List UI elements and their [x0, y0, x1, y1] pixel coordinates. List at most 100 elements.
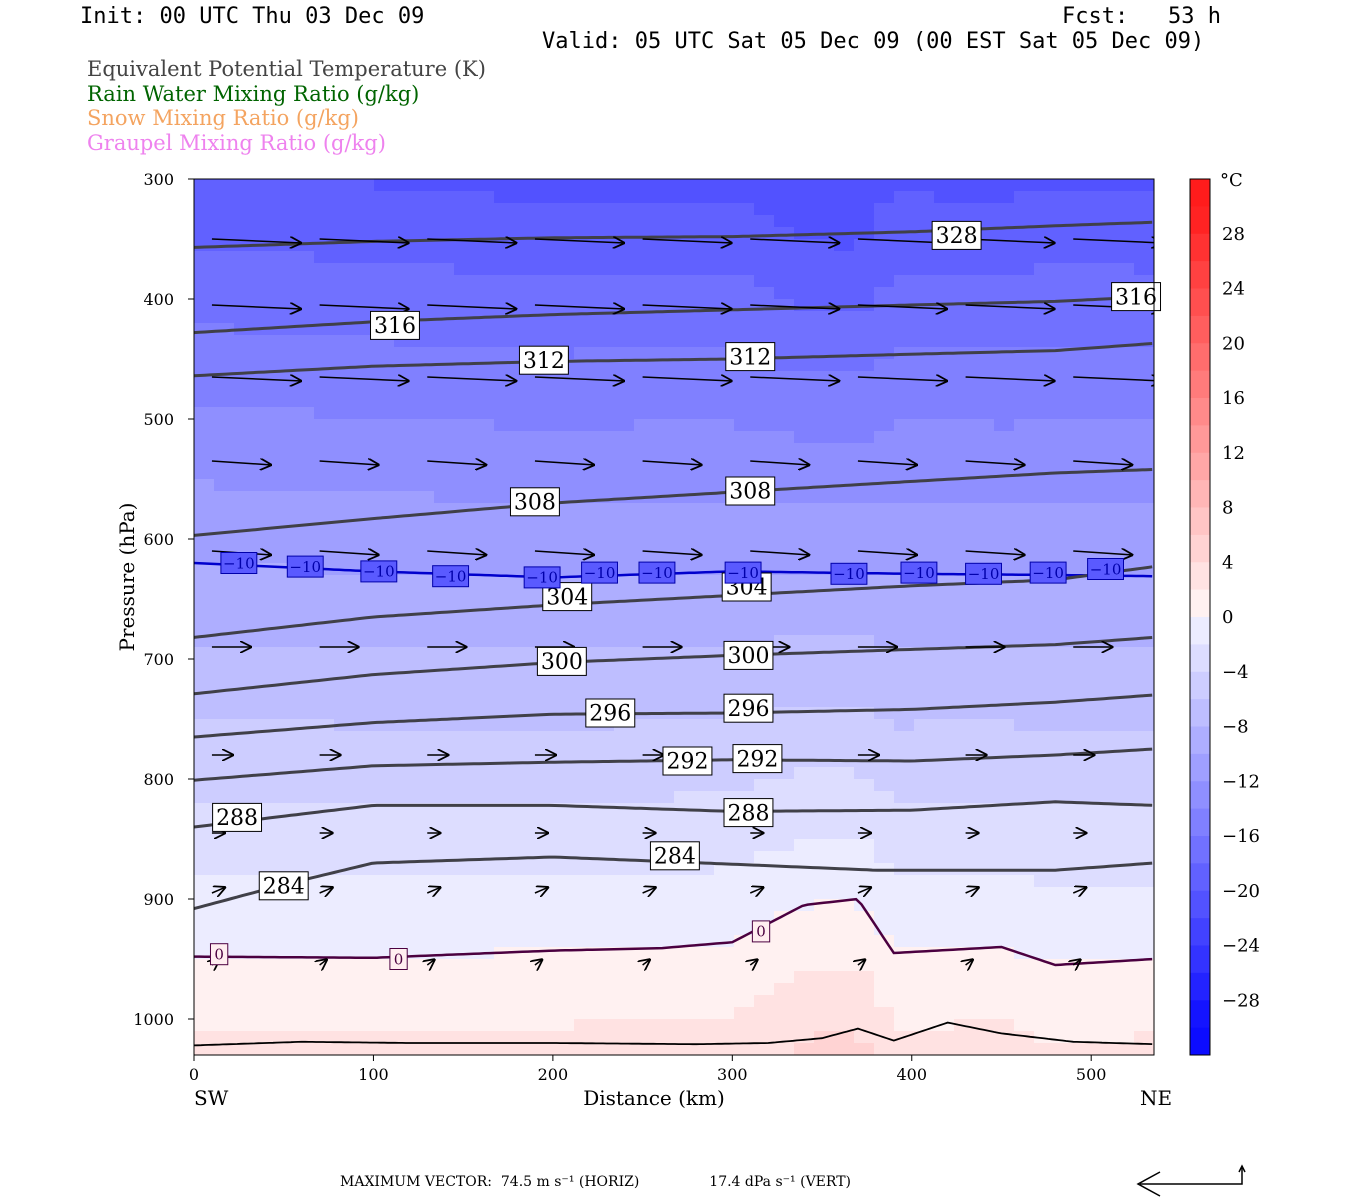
contour-label-box — [638, 561, 676, 584]
temp-cell — [274, 383, 295, 396]
temp-cell — [594, 203, 615, 216]
temp-cell — [1094, 527, 1115, 540]
temp-cell — [414, 791, 435, 804]
temp-cell — [394, 503, 415, 516]
temp-cell — [374, 839, 395, 852]
temp-cell — [434, 599, 455, 612]
temp-cell — [734, 887, 755, 900]
temp-cell — [374, 851, 395, 864]
temp-cell — [894, 467, 915, 480]
temp-cell — [1054, 671, 1075, 684]
temp-cell — [354, 263, 375, 276]
temp-cell — [854, 179, 875, 192]
temp-cell — [574, 335, 595, 348]
temp-cell — [274, 179, 295, 192]
temp-cell — [554, 251, 575, 264]
temp-cell — [734, 875, 755, 888]
temp-cell — [874, 983, 895, 996]
temp-cell — [434, 239, 455, 252]
temp-cell — [414, 983, 435, 996]
temp-cell — [654, 407, 675, 420]
temp-cell — [774, 251, 795, 264]
temp-cell — [634, 911, 655, 924]
temp-cell — [574, 1007, 595, 1020]
temp-cell — [414, 635, 435, 648]
temp-cell — [274, 515, 295, 528]
temp-cell — [894, 779, 915, 792]
temp-cell — [494, 215, 515, 228]
temp-cell — [874, 599, 895, 612]
wind-arrow — [1073, 239, 1154, 243]
temp-cell — [1094, 479, 1115, 492]
temp-cell — [1054, 239, 1075, 252]
temp-cell — [814, 299, 835, 312]
temp-cell — [634, 359, 655, 372]
temp-cell — [1134, 659, 1154, 672]
temp-cell — [194, 803, 215, 816]
contour-label: −10 — [833, 565, 865, 583]
temp-cell — [354, 851, 375, 864]
temp-cell — [954, 323, 975, 336]
temp-cell — [474, 347, 495, 360]
y-tick-label: 800 — [143, 770, 174, 789]
temp-cell — [954, 839, 975, 852]
temp-cell — [754, 1007, 775, 1020]
temp-cell — [294, 443, 315, 456]
temp-cell — [754, 851, 775, 864]
temp-cell — [674, 815, 695, 828]
temp-cell — [954, 419, 975, 432]
temp-cell — [514, 467, 535, 480]
temp-cell — [654, 815, 675, 828]
temp-cell — [334, 395, 355, 408]
wind-arrow — [965, 461, 1026, 465]
temp-cell — [434, 1031, 455, 1044]
temp-cell — [1054, 1019, 1075, 1032]
temp-cell — [1054, 611, 1075, 624]
temp-cell — [1134, 815, 1154, 828]
colorbar-segment — [1190, 808, 1210, 837]
wind-arrow — [965, 377, 1056, 381]
temp-cell — [514, 743, 535, 756]
temp-cell — [654, 983, 675, 996]
temp-cell — [994, 983, 1015, 996]
temp-cell — [354, 491, 375, 504]
temp-cell — [674, 791, 695, 804]
temp-cell — [1054, 755, 1075, 768]
temp-cell — [1114, 995, 1135, 1008]
temp-cell — [714, 371, 735, 384]
temp-cell — [554, 443, 575, 456]
forecast-hour: Fcst: 53 h — [1062, 4, 1221, 29]
wind-arrow — [642, 239, 733, 243]
temp-cell — [714, 383, 735, 396]
temp-cell — [634, 959, 655, 972]
temp-cell — [954, 971, 975, 984]
temp-cell — [334, 635, 355, 648]
contour-label: −10 — [223, 554, 255, 572]
temp-cell — [314, 491, 335, 504]
temp-cell — [574, 299, 595, 312]
temp-cell — [934, 815, 955, 828]
temp-cell — [214, 443, 235, 456]
temp-cell — [394, 287, 415, 300]
colorbar-segment — [1190, 233, 1210, 262]
temp-cell — [914, 203, 935, 216]
temp-cell — [874, 767, 895, 780]
temp-cell — [414, 383, 435, 396]
temp-cell — [614, 467, 635, 480]
temp-cell — [374, 767, 395, 780]
temp-cell — [434, 191, 455, 204]
temp-cell — [974, 851, 995, 864]
temp-cell — [434, 395, 455, 408]
temp-cell — [554, 203, 575, 216]
temp-cell — [1114, 347, 1135, 360]
temp-cell — [614, 683, 635, 696]
temp-cell — [834, 431, 855, 444]
temp-cell — [334, 323, 355, 336]
temp-cell — [1074, 947, 1095, 960]
temp-cell — [774, 467, 795, 480]
temp-cell — [434, 899, 455, 912]
temp-cell — [1074, 443, 1095, 456]
temp-cell — [334, 383, 355, 396]
temp-cell — [1134, 479, 1154, 492]
temp-cell — [894, 395, 915, 408]
